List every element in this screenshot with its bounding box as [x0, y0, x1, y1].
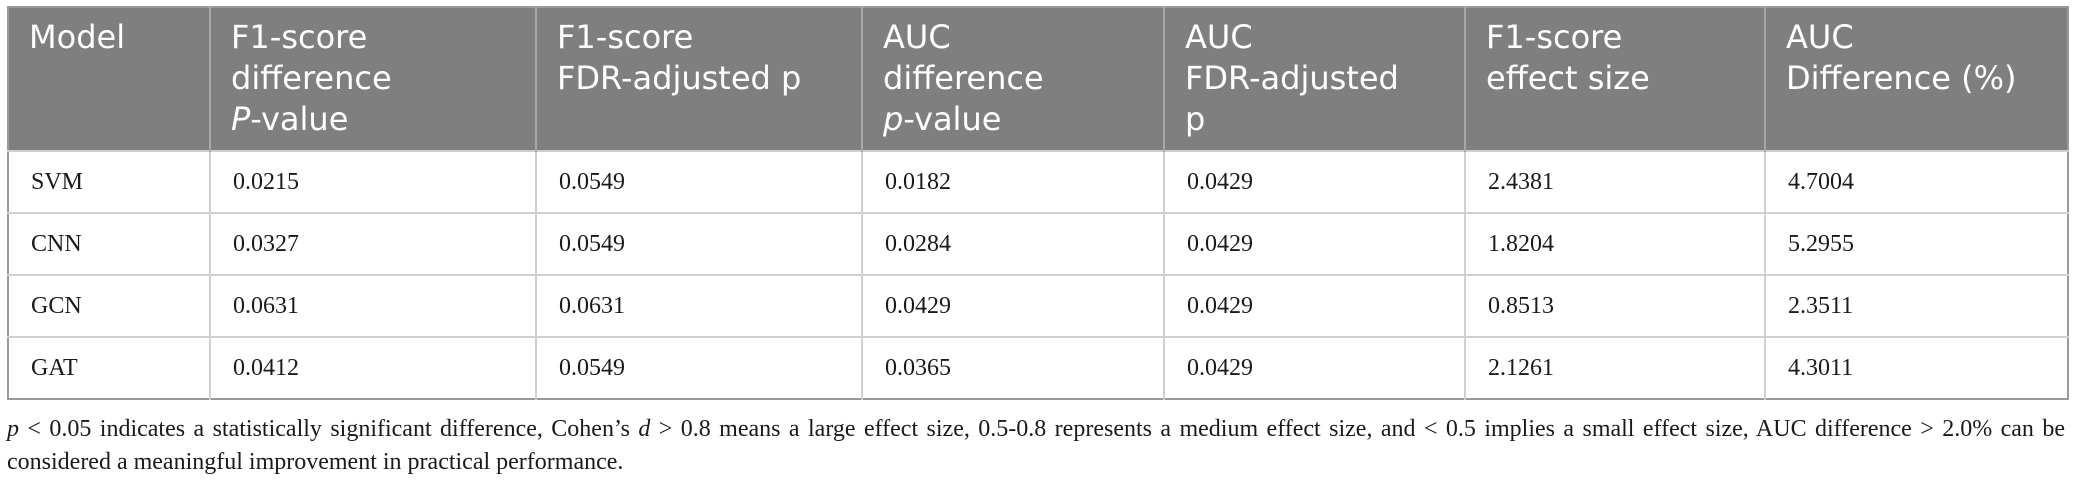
- footnote-d-symbol: d: [638, 416, 651, 442]
- column-header-text: p: [1185, 100, 1206, 138]
- value-cell: 0.0631: [210, 274, 537, 337]
- table-row: GCN 0.0631 0.0631 0.0429 0.0429 0.8513 2.3511: [8, 274, 2068, 337]
- column-header: F1-score difference P-value: [210, 7, 537, 151]
- column-header: AUC Difference (%): [1765, 7, 2068, 151]
- column-header-text: effect size: [1486, 59, 1650, 97]
- column-header-text: F1-score: [557, 18, 694, 56]
- column-header-text: F1-score: [231, 18, 368, 56]
- column-header-line: AUC: [883, 17, 1151, 58]
- value-cell: 0.0284: [862, 212, 1165, 275]
- value-cell: 4.7004: [1765, 150, 2068, 213]
- column-header: AUC FDR-adjusted p: [1164, 7, 1466, 151]
- column-header-line: F1-score: [557, 17, 849, 58]
- value-cell: 0.0429: [1164, 150, 1466, 213]
- column-header-line: Model: [29, 17, 197, 58]
- column-header-text: AUC: [1185, 18, 1253, 56]
- column-header-line: effect size: [1486, 58, 1752, 99]
- column-header-line: p: [1185, 99, 1452, 140]
- table-header-row: Model F1-score difference P-value F1-score FD…: [8, 7, 2068, 151]
- column-header-suffix: -value: [903, 100, 1002, 138]
- column-header-text: Difference (%): [1786, 59, 2017, 97]
- value-cell: 0.0549: [536, 336, 863, 399]
- value-cell: 0.0429: [1164, 274, 1466, 337]
- table-footnote: p < 0.05 indicates a statistically signi…: [7, 413, 2065, 479]
- column-header-line: FDR-adjusted: [1185, 58, 1452, 99]
- column-header-line: AUC: [1185, 17, 1452, 58]
- footnote-p-symbol: p: [7, 416, 19, 442]
- column-header-line: Difference (%): [1786, 58, 2055, 99]
- column-header-line: F1-score: [231, 17, 523, 58]
- model-name-cell: GAT: [8, 336, 211, 399]
- value-cell: 2.4381: [1465, 150, 1766, 213]
- column-header-line: p-value: [883, 99, 1151, 140]
- column-header-text: P: [231, 100, 251, 138]
- value-cell: 5.2955: [1765, 212, 2068, 275]
- model-name-cell: GCN: [8, 274, 211, 337]
- table-body: SVM 0.0215 0.0549 0.0182 0.0429 2.4381 4.7004 C…: [8, 150, 2068, 399]
- column-header-line: AUC: [1786, 17, 2055, 58]
- column-header-line: F1-score: [1486, 17, 1752, 58]
- column-header-line: difference: [231, 58, 523, 99]
- footnote-text-part-1: < 0.05 indicates a statistically signifi…: [19, 416, 639, 442]
- column-header: AUC difference p-value: [862, 7, 1165, 151]
- model-name-cell: CNN: [8, 212, 211, 275]
- column-header-text: AUC: [1786, 18, 1854, 56]
- column-header: F1-score FDR-adjusted p: [536, 7, 863, 151]
- value-cell: 0.8513: [1465, 274, 1766, 337]
- column-header-text: FDR-adjusted p: [557, 59, 802, 97]
- value-cell: 0.0365: [862, 336, 1165, 399]
- value-cell: 0.0429: [1164, 212, 1466, 275]
- value-cell: 2.1261: [1465, 336, 1766, 399]
- column-header-text: difference: [231, 59, 392, 97]
- results-table-container: Model F1-score difference P-value F1-score FD…: [7, 6, 2069, 400]
- column-header-text: difference: [883, 59, 1044, 97]
- value-cell: 0.0429: [1164, 336, 1466, 399]
- column-header: Model: [8, 7, 211, 151]
- column-header-text: Model: [29, 18, 126, 56]
- value-cell: 0.0215: [210, 150, 537, 213]
- value-cell: 1.8204: [1465, 212, 1766, 275]
- value-cell: 0.0327: [210, 212, 537, 275]
- value-cell: 0.0182: [862, 150, 1165, 213]
- value-cell: 0.0549: [536, 212, 863, 275]
- value-cell: 0.0631: [536, 274, 863, 337]
- column-header: F1-score effect size: [1465, 7, 1766, 151]
- column-header-line: FDR-adjusted p: [557, 58, 849, 99]
- column-header-text: F1-score: [1486, 18, 1623, 56]
- value-cell: 2.3511: [1765, 274, 2068, 337]
- footnote-text-part-2: > 0.8 means a large effect size, 0.5-0.8…: [7, 416, 2065, 475]
- table-row: SVM 0.0215 0.0549 0.0182 0.0429 2.4381 4.7004: [8, 150, 2068, 213]
- value-cell: 0.0549: [536, 150, 863, 213]
- column-header-line: P-value: [231, 99, 523, 140]
- column-header-text: AUC: [883, 18, 951, 56]
- table-row: GAT 0.0412 0.0549 0.0365 0.0429 2.1261 4.3011: [8, 336, 2068, 399]
- table-row: CNN 0.0327 0.0549 0.0284 0.0429 1.8204 5.2955: [8, 212, 2068, 275]
- column-header-text: FDR-adjusted: [1185, 59, 1399, 97]
- column-header-line: difference: [883, 58, 1151, 99]
- value-cell: 0.0412: [210, 336, 537, 399]
- column-header-suffix: -value: [250, 100, 349, 138]
- value-cell: 0.0429: [862, 274, 1165, 337]
- statistical-results-table: Model F1-score difference P-value F1-score FD…: [7, 6, 2069, 400]
- model-name-cell: SVM: [8, 150, 211, 213]
- column-header-text: p: [883, 100, 904, 138]
- value-cell: 4.3011: [1765, 336, 2068, 399]
